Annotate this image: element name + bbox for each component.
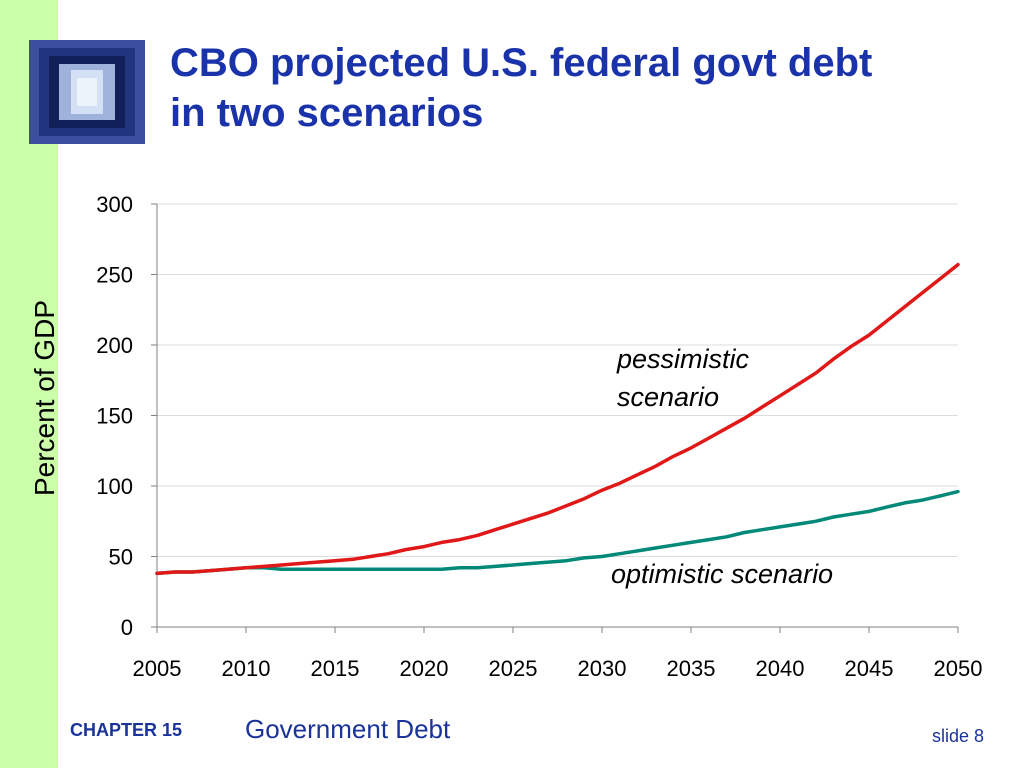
x-tick-label: 2050	[934, 656, 983, 681]
y-tick-label: 0	[121, 615, 133, 640]
y-tick-label: 200	[96, 333, 133, 358]
x-tick-label: 2045	[845, 656, 894, 681]
x-tick-label: 2005	[133, 656, 182, 681]
chapter-topic: Government Debt	[245, 714, 451, 744]
slide-number: slide 8	[931, 726, 984, 746]
y-tick-label: 300	[96, 192, 133, 217]
slide-title: CBO projected U.S. federal govt debt in …	[170, 38, 990, 138]
pessimistic-scenario-line	[155, 262, 960, 576]
optimistic-scenario-annotation: optimistic scenario	[611, 559, 833, 589]
y-tick-label: 50	[109, 545, 133, 570]
pessimistic-scenario-annotation: pessimistic	[616, 344, 750, 374]
x-tick-label: 2020	[400, 656, 449, 681]
pessimistic-scenario-annotation: scenario	[617, 382, 719, 412]
x-tick-label: 2015	[311, 656, 360, 681]
x-tick-label: 2010	[222, 656, 271, 681]
x-tick-label: 2025	[489, 656, 538, 681]
slide-title-line-2: in two scenarios	[170, 91, 484, 135]
x-tick-label: 2040	[756, 656, 805, 681]
x-tick-label: 2035	[667, 656, 716, 681]
y-axis-label: Percent of GDP	[29, 300, 60, 496]
y-tick-label: 100	[96, 474, 133, 499]
window-shaft-icon	[29, 40, 145, 144]
y-tick-label: 150	[96, 404, 133, 429]
chapter-label: CHAPTER 15	[70, 720, 183, 740]
optimistic-scenario-line	[155, 489, 960, 576]
y-tick-label: 250	[96, 263, 133, 288]
slide-title-line-1: CBO projected U.S. federal govt debt	[170, 41, 873, 85]
x-tick-label: 2030	[578, 656, 627, 681]
